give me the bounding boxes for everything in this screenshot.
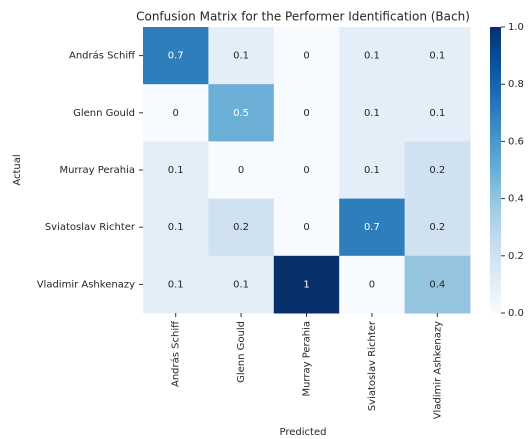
heatmap-cell <box>273 84 340 142</box>
cell-label: 0.1 <box>429 51 445 62</box>
y-tick-label: András Schiff <box>69 50 136 62</box>
cell-label: 0.5 <box>233 108 249 119</box>
heatmap-cell <box>143 141 209 200</box>
heatmap-cell <box>273 198 340 257</box>
cell-label: 0 <box>173 108 179 119</box>
cell-label: 0.7 <box>168 51 184 62</box>
heatmap-cell <box>208 27 275 85</box>
heatmap-cell <box>339 27 406 85</box>
heatmap-cell <box>273 27 340 85</box>
heatmap-cell <box>208 198 275 257</box>
cell-label: 0.1 <box>364 51 380 62</box>
heatmap-cell <box>208 141 275 200</box>
heatmap-cell <box>143 255 209 314</box>
heatmap-cell <box>339 198 406 257</box>
cell-label: 0.2 <box>429 222 445 233</box>
heatmap-cell <box>404 198 471 257</box>
heatmap-cell <box>404 255 471 314</box>
cell-label: 0.1 <box>168 279 184 290</box>
cell-label: 1 <box>303 279 309 290</box>
heatmap-cell <box>273 255 340 314</box>
colorbar-tick-label: 0.8 <box>508 79 524 90</box>
x-axis-label: Predicted <box>280 427 327 438</box>
colorbar-tick-label: 0.6 <box>508 136 524 147</box>
cell-label: 0.1 <box>233 279 249 290</box>
cell-label: 0 <box>303 222 309 233</box>
x-tick-label: Vladimir Ashkenazy <box>432 321 443 419</box>
y-tick-label: Vladimir Ashkenazy <box>37 279 135 290</box>
heatmap-cell <box>208 84 275 142</box>
colorbar-tick-label: 0.4 <box>508 194 524 205</box>
x-tick-label: Murray Perahia <box>302 321 313 397</box>
heatmap-cell <box>404 141 471 200</box>
cell-label: 0.4 <box>429 279 445 290</box>
cell-label: 0.2 <box>233 222 249 233</box>
cell-label: 0.1 <box>233 51 249 62</box>
y-axis-label: Actual <box>12 154 23 185</box>
cell-label: 0 <box>303 165 309 176</box>
heatmap-cell <box>339 84 406 142</box>
cell-label: 0.1 <box>429 108 445 119</box>
heatmap-cell <box>143 198 209 257</box>
y-tick-label: Sviatoslav Richter <box>45 222 136 233</box>
cell-label: 0.1 <box>168 222 184 233</box>
colorbar-tick-label: 0.2 <box>508 251 524 262</box>
colorbar <box>490 27 501 313</box>
x-tick-label: András Schiff <box>170 320 182 387</box>
heatmap-cell <box>339 255 406 314</box>
x-tick-label: Sviatoslav Richter <box>367 320 378 411</box>
cell-label: 0 <box>303 51 309 62</box>
y-tick-label: Glenn Gould <box>73 108 135 119</box>
cell-label: 0.2 <box>429 165 445 176</box>
x-tick-label: Glenn Gould <box>236 321 247 383</box>
cell-label: 0 <box>369 279 375 290</box>
colorbar-tick-label: 1.0 <box>508 22 524 33</box>
cell-label: 0.1 <box>364 108 380 119</box>
cell-label: 0 <box>303 108 309 119</box>
cell-label: 0 <box>238 165 244 176</box>
heatmap-cell <box>273 141 340 200</box>
heatmap-cell <box>404 27 471 85</box>
heatmap-cell <box>339 141 406 200</box>
cell-label: 0.7 <box>364 222 380 233</box>
heatmap-cell <box>208 255 275 314</box>
cell-label: 0.1 <box>364 165 380 176</box>
y-tick-label: Murray Perahia <box>59 165 135 176</box>
heatmap-cell <box>143 27 209 85</box>
cell-label: 0.1 <box>168 165 184 176</box>
chart-title: Confusion Matrix for the Performer Ident… <box>136 10 470 24</box>
heatmap-cell <box>404 84 471 142</box>
heatmap-cell <box>143 84 209 142</box>
colorbar-tick-label: 0.0 <box>508 308 524 319</box>
